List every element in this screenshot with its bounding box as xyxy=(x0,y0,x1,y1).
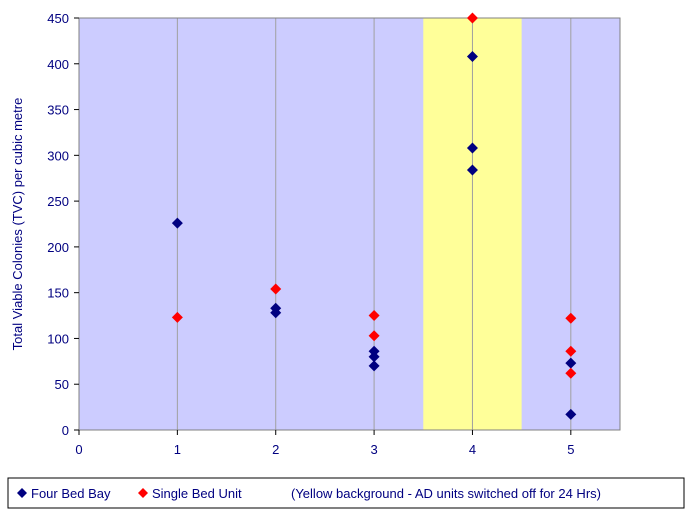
legend-box xyxy=(7,477,685,509)
x-tick-label: 3 xyxy=(370,442,377,457)
y-tick-label: 0 xyxy=(62,423,69,438)
legend-marker xyxy=(138,488,148,498)
y-tick-label: 400 xyxy=(47,57,69,72)
data-point-four-bed-bay xyxy=(466,50,478,62)
legend-label: Four Bed Bay xyxy=(31,486,111,501)
data-point-four-bed-bay xyxy=(466,164,478,176)
plot-border xyxy=(78,17,621,431)
y-tick-label: 350 xyxy=(47,103,69,118)
data-point-single-bed-unit xyxy=(171,311,183,323)
data-point-single-bed-unit xyxy=(565,367,577,379)
data-point-single-bed-unit xyxy=(565,312,577,324)
data-point-single-bed-unit xyxy=(368,330,380,342)
legend-label: Single Bed Unit xyxy=(152,486,242,501)
x-tick-label: 0 xyxy=(75,442,82,457)
data-point-four-bed-bay xyxy=(270,307,282,319)
data-point-single-bed-unit xyxy=(270,283,282,295)
data-point-four-bed-bay xyxy=(565,357,577,369)
y-tick-label: 50 xyxy=(55,377,69,392)
data-point-single-bed-unit xyxy=(466,12,478,24)
y-tick-label: 200 xyxy=(47,240,69,255)
x-tick-label: 2 xyxy=(272,442,279,457)
y-tick-label: 450 xyxy=(47,11,69,26)
data-points xyxy=(171,12,577,420)
x-tick-label: 5 xyxy=(567,442,574,457)
x-tick-label: 1 xyxy=(174,442,181,457)
legend-marker xyxy=(17,488,27,498)
data-point-four-bed-bay xyxy=(466,142,478,154)
data-point-single-bed-unit xyxy=(565,345,577,357)
plot-background xyxy=(79,18,620,430)
y-tick-label: 150 xyxy=(47,286,69,301)
data-point-four-bed-bay xyxy=(565,408,577,420)
y-tick-label: 300 xyxy=(47,148,69,163)
x-tick-label: 4 xyxy=(469,442,476,457)
y-tick-label: 250 xyxy=(47,194,69,209)
y-axis-title-group: Total Viable Colonies (TVC) per cubic me… xyxy=(10,98,25,351)
data-point-four-bed-bay xyxy=(171,217,183,229)
axes: 0 50 100 150 200 250 300 350 400 450 0 1 2 3 4 5 xyxy=(47,11,621,457)
legend-note: (Yellow background - AD units switched o… xyxy=(291,486,601,501)
data-point-four-bed-bay xyxy=(368,360,380,372)
data-point-single-bed-unit xyxy=(368,310,380,322)
data-point-four-bed-bay xyxy=(368,351,380,363)
y-tick-label: 100 xyxy=(47,331,69,346)
legend: Four Bed Bay Single Bed Unit (Yellow backg… xyxy=(7,477,685,509)
plot-area xyxy=(79,18,620,430)
y-axis-title: Total Viable Colonies (TVC) per cubic me… xyxy=(10,98,25,351)
